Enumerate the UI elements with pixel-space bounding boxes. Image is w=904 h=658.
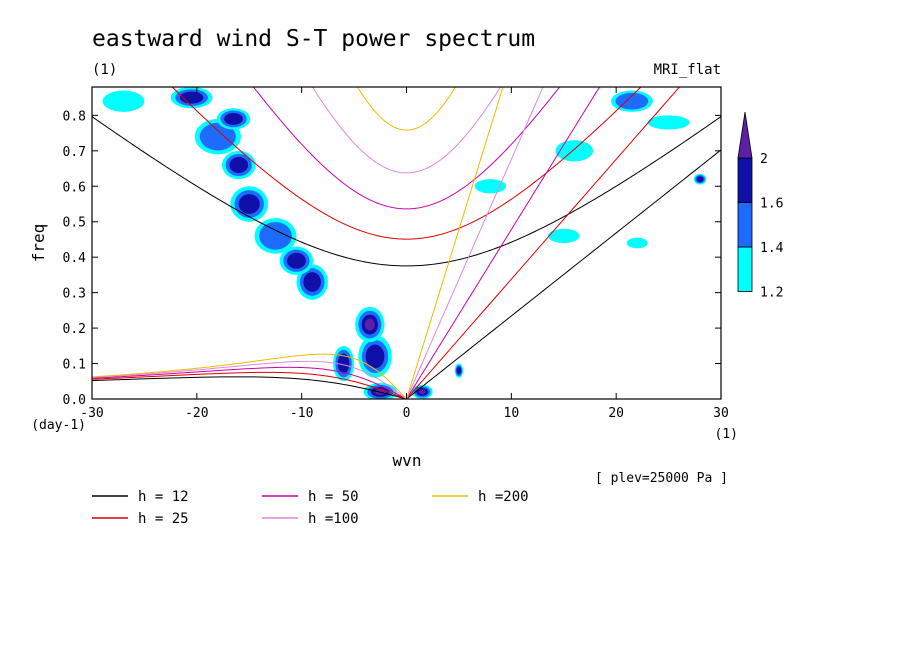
- power-contour: [229, 157, 249, 173]
- colorbar-segment: [737, 202, 753, 248]
- power-contour: [418, 389, 426, 395]
- x-tick-label: 30: [713, 406, 729, 421]
- kelvin-curve: [406, 87, 601, 399]
- legend-label: h = 12: [138, 489, 189, 505]
- x-unit-label: (1): [715, 427, 738, 442]
- colorbar-label: 2: [760, 152, 768, 167]
- x-tick-label: 10: [504, 406, 520, 421]
- y-tick-label: 0.4: [63, 251, 87, 266]
- power-contour: [365, 344, 385, 369]
- colorbar-label: 1.2: [760, 286, 783, 301]
- level-note: [ plev=25000 Pa ]: [595, 471, 728, 486]
- gravity-curve: [252, 87, 561, 210]
- power-contour: [696, 176, 704, 183]
- colorbar-triangle: [737, 111, 753, 159]
- y-tick-label: 0.6: [63, 180, 86, 195]
- colorbar: 1.2 1.4 1.6 2: [737, 111, 784, 301]
- y-tick-label: 0.8: [63, 109, 86, 124]
- power-contour: [224, 112, 243, 125]
- power-contour: [647, 115, 690, 130]
- power-contour: [555, 140, 594, 162]
- chart-subtitle: (1): [92, 62, 117, 78]
- power-contours: [102, 87, 707, 399]
- y-tick-label: 0.3: [63, 287, 86, 302]
- colorbar-segment: [737, 157, 753, 203]
- power-contour: [238, 194, 260, 214]
- power-contour: [548, 228, 580, 243]
- y-tick-label: 0.5: [63, 216, 86, 231]
- colorbar-segment: [737, 246, 753, 292]
- rossby-curve: [92, 366, 407, 399]
- rossby-curve: [92, 360, 407, 399]
- rossby-curve: [92, 376, 407, 399]
- legend-label: h =100: [308, 511, 359, 527]
- y-unit-label: (day-1): [31, 418, 86, 433]
- plot-frame: [91, 86, 722, 400]
- legend-label: h = 50: [308, 489, 359, 505]
- gravity-curve: [92, 116, 721, 267]
- power-contour: [102, 90, 145, 112]
- legend: h = 12 h = 25 h = 50 h =100 h =200: [92, 489, 529, 527]
- x-tick-label: -30: [80, 406, 103, 421]
- gravity-curve: [356, 87, 457, 131]
- gravity-curve: [171, 87, 642, 240]
- x-tick-label: -10: [290, 406, 313, 421]
- power-contour: [337, 353, 350, 374]
- kelvin-curve: [406, 149, 721, 399]
- model-label: MRI_flat: [654, 62, 721, 78]
- y-axis-label: freq: [29, 224, 48, 263]
- power-contour: [456, 366, 462, 375]
- kelvin-curve: [406, 87, 681, 399]
- power-contour: [364, 318, 375, 331]
- y-tick-label: 0.1: [63, 358, 86, 373]
- power-contour: [287, 252, 306, 269]
- gravity-curve: [311, 87, 502, 174]
- power-contour: [199, 122, 236, 151]
- colorbar-label: 1.6: [760, 197, 783, 212]
- legend-label: h = 25: [138, 511, 189, 527]
- colorbar-label: 1.4: [760, 241, 784, 256]
- power-contour: [303, 272, 321, 292]
- power-contour: [626, 237, 648, 249]
- x-tick-label: 0: [403, 406, 411, 421]
- power-contour: [615, 92, 649, 110]
- y-tick-label: 0.7: [63, 145, 86, 160]
- chart-title: eastward wind S-T power spectrum: [92, 26, 535, 52]
- y-tick-label: 0.2: [63, 322, 86, 337]
- kelvin-curve: [406, 87, 504, 399]
- y-tick-label: 0.0: [63, 393, 86, 408]
- x-tick-label: -20: [185, 406, 208, 421]
- x-axis-label: wvn: [393, 451, 422, 470]
- x-axis: -30 -20 -10 0 10 20 30: [80, 87, 729, 421]
- dispersion-curves: [92, 87, 721, 399]
- x-tick-label: 20: [608, 406, 624, 421]
- power-contour: [259, 222, 292, 250]
- kelvin-curve: [406, 87, 544, 399]
- y-axis: 0.0 0.1 0.2 0.3 0.4 0.5 0.6 0.7 0.8: [63, 109, 721, 408]
- rossby-curve: [92, 371, 407, 399]
- rossby-curve: [92, 353, 407, 399]
- legend-label: h =200: [478, 489, 529, 505]
